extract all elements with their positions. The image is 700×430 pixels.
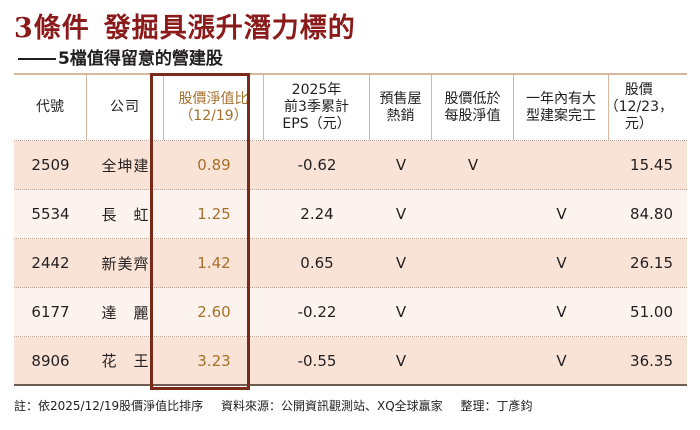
- cell-below-nav: [432, 337, 514, 384]
- cell-pb: 1.25: [197, 205, 231, 223]
- cell-below-nav: [432, 190, 514, 238]
- header-company: 公司: [87, 75, 164, 140]
- cell-price: 26.15: [630, 254, 673, 272]
- footnote-source: 資料來源：公開資訊觀測站、XQ全球贏家: [221, 399, 443, 413]
- cell-code: 5534: [31, 205, 70, 223]
- subtitle-text: 5檔值得留意的營建股: [58, 49, 223, 69]
- header-presale: 預售屋 熱銷: [370, 75, 432, 140]
- cell-pb: 0.89: [197, 156, 231, 174]
- cell-eps: -0.22: [297, 303, 337, 321]
- header-pb: 股價淨值比 （12/19）: [164, 75, 264, 140]
- table-row: 8906 花 王 3.23 -0.55 V V 36.35: [14, 337, 687, 386]
- cell-price: 36.35: [630, 351, 673, 370]
- cell-pb: 2.60: [197, 303, 231, 321]
- cell-big-project: V: [556, 205, 567, 223]
- cell-big-project: V: [556, 254, 567, 272]
- cell-company: 新美齊: [101, 254, 150, 273]
- footnote-editor: 整理：丁彥鈞: [460, 399, 533, 413]
- cell-company: 長 虹: [101, 205, 150, 224]
- cell-presale: V: [395, 303, 407, 321]
- table-body: 2509 全坤建 0.89 -0.62 V V 15.45 5534 長 虹 1.25 2.24 V V…: [14, 141, 687, 386]
- headline: 3條件 發掘具漲升潛力標的: [14, 6, 356, 45]
- header-eps: 2025年 前3季累計 EPS（元）: [264, 75, 370, 140]
- cell-presale: V: [395, 205, 407, 223]
- subtitle: 5檔值得留意的營建股: [18, 44, 223, 69]
- cell-presale: V: [395, 156, 407, 174]
- table-row: 5534 長 虹 1.25 2.24 V V 84.80: [14, 190, 687, 239]
- cell-big-project: V: [556, 303, 567, 321]
- cell-pb: 1.42: [197, 254, 231, 272]
- footnote-sort: 註：依2025/12/19股價淨值比排序: [14, 399, 204, 413]
- header-big-project: 一年內有大 型建案完工: [514, 75, 609, 140]
- cell-eps: 0.65: [300, 254, 334, 272]
- footnote: 註：依2025/12/19股價淨值比排序 資料來源：公開資訊觀測站、XQ全球贏家…: [14, 397, 547, 414]
- cell-pb: 3.23: [197, 351, 231, 370]
- stock-table: 代號 公司 股價淨值比 （12/19） 2025年 前3季累計 EPS（元） 預售屋 熱…: [14, 73, 687, 386]
- cell-eps: -0.55: [297, 351, 337, 370]
- headline-part1: 3條件: [14, 13, 90, 44]
- headline-part2: 發掘具漲升潛力標的: [103, 13, 356, 44]
- header-code: 代號: [14, 75, 87, 140]
- table-row: 2442 新美齊 1.42 0.65 V V 26.15: [14, 239, 687, 288]
- cell-presale: V: [395, 254, 407, 272]
- cell-code: 6177: [31, 303, 70, 321]
- cell-eps: -0.62: [297, 156, 337, 174]
- cell-code: 2442: [31, 254, 70, 272]
- table-row: 6177 達 麗 2.60 -0.22 V V 51.00: [14, 288, 687, 337]
- cell-company: 花 王: [101, 352, 150, 370]
- header-price: 股價 （12/23， 元）: [604, 82, 673, 132]
- table-row: 2509 全坤建 0.89 -0.62 V V 15.45: [14, 141, 687, 190]
- cell-presale: V: [395, 351, 407, 370]
- cell-price: 15.45: [630, 156, 673, 174]
- table-header: 代號 公司 股價淨值比 （12/19） 2025年 前3季累計 EPS（元） 預售屋 熱…: [14, 73, 687, 141]
- cell-price: 51.00: [630, 303, 673, 321]
- cell-below-nav: V: [467, 156, 479, 174]
- dash-decoration: [18, 58, 56, 60]
- cell-big-project: [514, 141, 609, 189]
- cell-below-nav: [432, 239, 514, 287]
- header-below-nav: 股價低於 每股淨值: [432, 75, 514, 140]
- cell-below-nav: [432, 288, 514, 336]
- cell-company: 全坤建: [101, 156, 150, 175]
- cell-eps: 2.24: [300, 205, 334, 223]
- cell-code: 8906: [31, 351, 70, 370]
- cell-code: 2509: [31, 156, 70, 174]
- cell-price: 84.80: [630, 205, 673, 223]
- cell-company: 達 麗: [101, 303, 150, 322]
- cell-big-project: V: [556, 351, 567, 370]
